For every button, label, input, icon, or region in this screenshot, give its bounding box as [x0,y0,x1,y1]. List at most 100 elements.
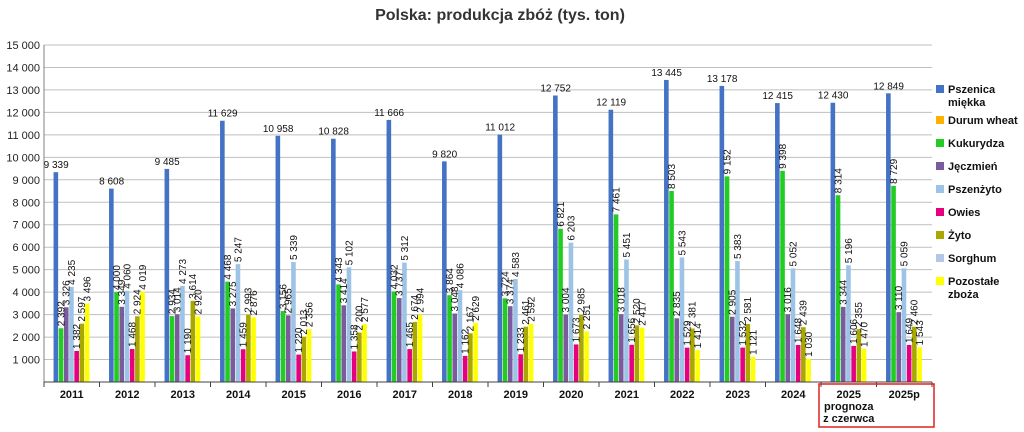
bar [386,119,392,382]
bar [563,314,569,382]
legend-swatch [936,254,944,262]
data-label: 2 167 [466,306,477,331]
bar [891,185,896,382]
data-label: 1 468 [127,322,138,347]
data-label: 8 729 [889,158,900,183]
bar [442,161,447,382]
bar [801,327,806,382]
data-label: 3 349 [117,279,128,304]
data-label: 3 048 [450,286,461,311]
data-label: 3 724 [500,271,511,296]
bar [886,93,891,382]
legend-swatch [936,185,944,193]
data-label: 12 752 [540,84,571,95]
data-label: 8 608 [99,177,124,188]
data-label: 6 203 [566,215,577,240]
data-label: 3 016 [783,287,794,312]
data-label: 9 339 [44,160,69,171]
bar [507,306,513,382]
bar [306,329,312,382]
legend-label: Pszenica [948,84,996,96]
bar [301,336,307,382]
bar [407,349,412,382]
legend-label: Jęczmień [948,161,998,173]
data-label: 9 820 [432,149,457,160]
bar [618,314,624,382]
data-label: 1 532 [738,320,749,345]
y-tick-label: 5 000 [12,265,40,277]
data-label: 6 821 [556,201,567,226]
legend-swatch [936,277,944,285]
data-label: 12 430 [818,91,849,102]
bar [790,268,796,382]
data-label: 1 233 [516,327,527,352]
bar [497,134,503,382]
bar [230,308,236,382]
y-tick-label: 3 000 [12,310,40,322]
data-label: 1 529 [682,320,693,345]
y-tick-label: 4 000 [12,287,40,299]
data-label: 10 958 [263,124,294,135]
bar [795,344,801,382]
bar [275,135,281,382]
bar [553,95,558,382]
axes [43,45,933,387]
data-label: 3 414 [339,278,350,303]
bar [74,350,79,382]
bar [346,267,352,382]
bar [719,85,725,382]
y-tick-label: 10 000 [6,152,40,164]
bar [84,303,90,382]
bar [180,285,185,382]
x-tick-label: 2024 [781,389,806,401]
data-label: 9 485 [155,157,180,168]
x-tick-sublabel: prognoza [824,401,874,413]
data-label: 4 343 [334,257,345,282]
legend-swatch [936,208,944,216]
data-label: 2 439 [799,300,810,325]
data-label: 1 465 [405,322,416,347]
bar [579,314,584,382]
bar [573,344,579,382]
data-label: 1 459 [238,322,249,347]
bar [830,102,836,383]
bar [331,138,336,382]
data-label: 1 358 [349,324,360,349]
data-label: 4 235 [67,259,78,284]
data-label: 2 985 [577,287,588,312]
bar [750,356,756,382]
bar [629,344,634,382]
bar [729,316,735,382]
bar [124,290,130,382]
bar [917,347,922,382]
data-label: 2 200 [355,305,366,330]
legend-label: Sorghum [948,253,996,265]
bar [775,103,780,383]
bars [53,79,922,383]
bar [285,315,291,382]
data-label: 3 326 [62,280,73,305]
bar [639,327,645,382]
y-tick-label: 9 000 [12,175,40,187]
data-label: 4 583 [511,252,522,277]
legend-label: miękka [948,97,986,109]
bar [856,329,862,382]
bar [251,317,256,382]
legend-label: Żyto [948,229,972,242]
data-label: 4 273 [178,259,189,284]
bar [906,344,912,382]
data-label: 3 110 [894,285,905,310]
legend-swatch [936,139,944,147]
data-label: 3 275 [228,281,239,306]
x-tick-label: 2021 [615,389,639,401]
data-label: 1 190 [183,328,194,353]
bar [624,259,629,382]
x-tick-label: 2015 [282,389,306,401]
bar [114,292,119,382]
data-label: 1 162 [460,328,471,353]
data-label: 2 674 [410,294,421,319]
bar [296,354,301,382]
data-label: 1 543 [915,320,926,345]
